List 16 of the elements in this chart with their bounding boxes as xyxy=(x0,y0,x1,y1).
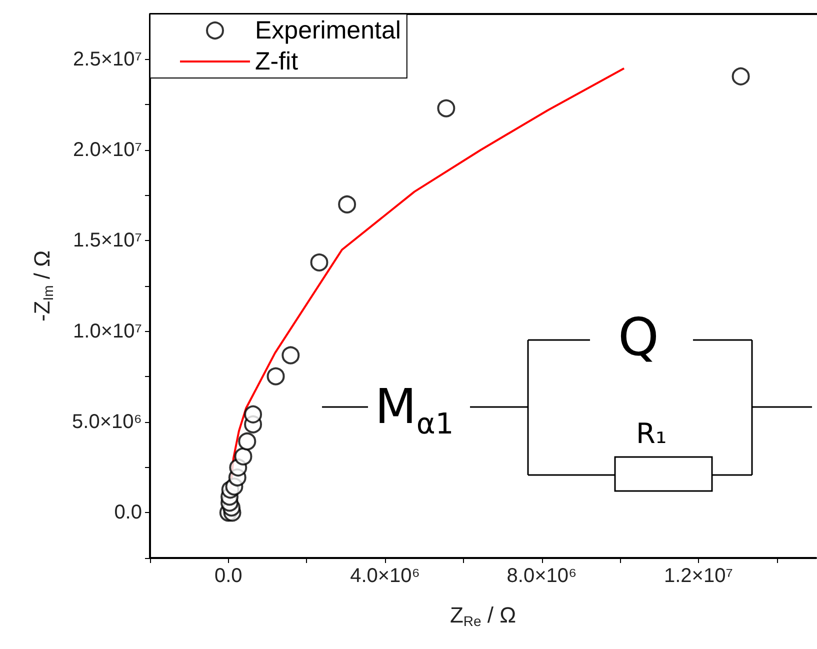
x-tick-label: 1.2×10⁷ xyxy=(664,565,733,587)
annotation: M$_{α1}$ xyxy=(375,379,454,441)
y-axis-title: -ZIm / Ω xyxy=(30,250,56,322)
legend-label: Z-fit xyxy=(255,48,298,76)
y-tick-label: 1.5×10⁷ xyxy=(73,230,142,252)
annotation: R₁ xyxy=(636,417,667,450)
y-tick-label: 0.0 xyxy=(114,502,142,524)
y-tick-label: 2.0×10⁷ xyxy=(73,139,142,161)
x-tick-label: 4.0×10⁶ xyxy=(350,565,420,587)
x-tick-label: 8.0×10⁶ xyxy=(506,565,577,587)
y-tick-label: 1.0×10⁷ xyxy=(73,320,142,342)
x-tick-label: 0.0 xyxy=(214,565,242,587)
legend-label: Experimental xyxy=(255,16,401,44)
y-tick-label: 5.0×10⁶ xyxy=(72,411,142,433)
annotation: Q xyxy=(618,308,659,368)
y-tick-label: 2.5×10⁷ xyxy=(73,48,142,70)
